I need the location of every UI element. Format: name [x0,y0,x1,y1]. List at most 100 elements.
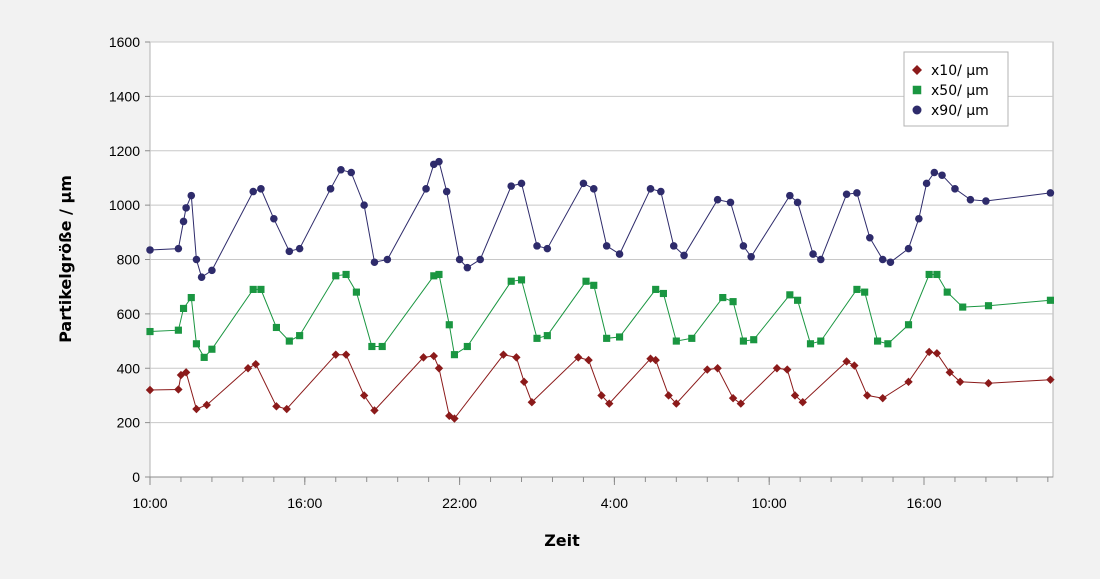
data-point [146,246,154,254]
data-point [435,270,443,279]
data-point [270,214,278,223]
data-point [809,250,817,258]
data-point [615,333,624,341]
y-tick-label: 400 [117,360,141,376]
data-point [430,272,438,280]
data-point [517,179,526,188]
data-point [951,185,959,193]
data-point [672,337,680,345]
data-point [332,272,340,280]
data-point [442,187,451,196]
data-point [435,157,443,166]
data-point [202,400,211,410]
data-point [713,195,722,204]
data-point [873,337,882,345]
data-point [429,351,438,361]
data-point [584,355,593,365]
data-point [197,273,206,281]
data-point [463,342,471,351]
legend: x10/ µm x50/ µm x90/ µm [903,51,1009,127]
data-point [295,244,304,253]
data-point [938,171,946,179]
x-axis: 10:00 16:00 22:00 4:00 10:00 16:00 [132,476,1053,511]
series-circle [146,157,1055,281]
data-point [798,398,807,407]
y-axis: 0 200 400 600 800 1000 1200 1400 1600 [109,34,150,485]
data-point [249,187,257,196]
data-point [772,364,782,373]
data-point [326,185,335,193]
data-point [590,281,598,289]
data-point [924,347,934,357]
data-point [945,368,954,377]
data-point [955,377,965,387]
data-point [739,242,748,250]
data-point [736,399,746,408]
data-point [272,323,280,332]
data-point [659,289,667,298]
data-point [145,385,155,395]
data-point [915,214,923,223]
data-point [359,391,369,400]
data-point [886,258,895,266]
data-point [182,204,190,212]
data-point [517,276,526,284]
data-point [806,340,815,348]
data-point [257,185,265,193]
data-point [179,304,188,313]
data-point [360,201,368,209]
data-point [664,391,673,400]
data-point [589,185,598,193]
x-tick-label: 4:00 [601,495,628,511]
data-point [507,182,515,190]
data-point [786,191,794,200]
data-point [370,258,379,266]
data-point [192,404,201,414]
legend-marker-square [912,85,922,95]
data-point [370,406,379,415]
data-point [680,251,688,260]
data-point [786,291,794,299]
data-point [208,345,216,353]
data-point [187,293,195,302]
data-point [352,288,360,296]
data-point [368,342,376,351]
data-point [282,404,291,414]
data-point [463,263,472,272]
data-point [257,285,265,293]
data-point [543,244,552,253]
x-tick-label: 22:00 [442,495,477,511]
y-tick-label: 0 [132,469,140,485]
y-tick-label: 200 [117,415,141,431]
data-point [285,337,293,345]
y-tick-label: 1200 [109,143,140,159]
data-point [728,393,738,403]
data-point [884,340,892,348]
data-point [861,288,869,296]
legend-marker-diamond [912,65,922,75]
data-point [174,385,183,394]
y-tick-label: 1600 [109,34,140,50]
y-tick-label: 1400 [109,88,140,104]
data-point [337,166,345,174]
data-point [669,242,678,250]
data-point [853,285,861,293]
x-tick-label: 16:00 [906,495,941,511]
data-point [615,250,624,258]
data-point [959,303,967,311]
data-point [817,255,825,264]
data-point [455,255,464,264]
data-point [904,321,913,329]
data-point [499,350,508,359]
data-point [192,340,201,348]
data-point [200,353,208,361]
data-point [729,298,737,306]
data-point [713,364,722,373]
data-point [853,189,861,197]
data-point [543,332,551,340]
data-point [208,266,216,275]
data-point [422,185,430,193]
data-point [984,302,993,310]
data-point [603,334,611,342]
data-point [174,244,183,253]
